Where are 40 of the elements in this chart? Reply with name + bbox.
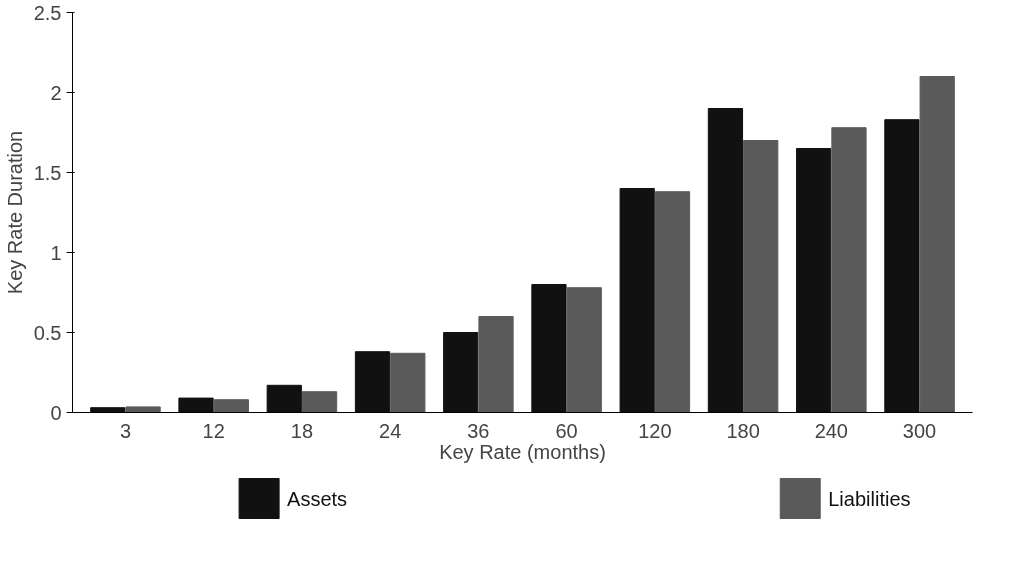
x-tick-label: 300: [902, 419, 937, 442]
bar: [707, 108, 744, 413]
y-tick-label: 1: [50, 241, 62, 264]
y-axis-title: Key Rate Duration: [3, 130, 26, 295]
legend-label: Assets: [287, 487, 348, 510]
bar: [619, 188, 655, 413]
bar: [354, 351, 391, 413]
bar: [301, 391, 338, 413]
bar: [566, 287, 602, 413]
bar: [531, 284, 567, 413]
y-tick-label: 0.5: [33, 321, 62, 344]
y-tick-label: 2.5: [33, 1, 62, 24]
x-tick-label: 12: [202, 419, 225, 442]
x-tick-label: 3: [119, 419, 131, 442]
x-tick-label: 18: [290, 419, 314, 442]
bar: [796, 148, 832, 413]
bar: [443, 332, 479, 413]
x-tick-label: 240: [814, 419, 849, 442]
bar: [831, 127, 867, 413]
bar: [266, 384, 302, 413]
x-tick-label: 180: [726, 419, 760, 442]
bar: [390, 352, 426, 413]
bar: [478, 316, 514, 413]
bar: [213, 399, 249, 413]
bar: [743, 140, 779, 413]
bar: [125, 406, 161, 413]
y-tick-label: 1.5: [33, 161, 62, 184]
y-tick-label: 2: [50, 81, 62, 104]
bar: [884, 119, 920, 413]
x-axis-title: Key Rate (months): [439, 440, 606, 463]
bar: [90, 407, 126, 413]
bar: [919, 76, 955, 413]
bar: [654, 191, 691, 413]
y-tick-label: 0: [50, 401, 62, 424]
legend-label: Liabilities: [828, 487, 911, 510]
bar: [178, 397, 214, 413]
x-tick-label: 60: [555, 419, 578, 442]
x-tick-label: 36: [467, 419, 490, 442]
x-tick-label: 120: [638, 419, 672, 442]
x-tick-label: 24: [379, 419, 402, 442]
